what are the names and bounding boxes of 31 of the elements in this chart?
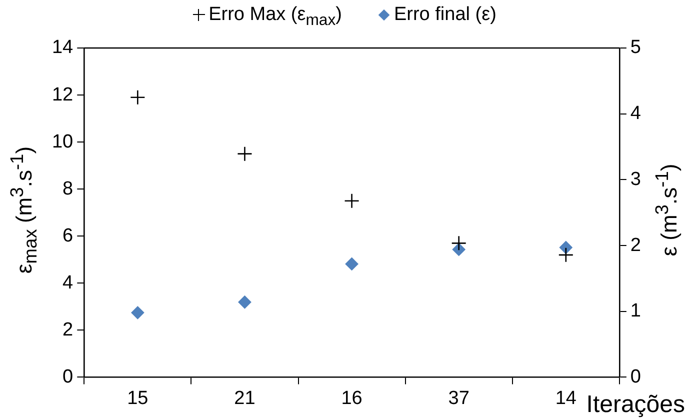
y2-tick-label: 5 <box>630 37 642 58</box>
y2-tick-label: 0 <box>630 366 642 388</box>
y-tick-label: 4 <box>62 272 74 294</box>
y-tick-label: 14 <box>52 37 74 58</box>
y2-tick-label: 2 <box>630 234 642 256</box>
point <box>131 306 144 320</box>
point <box>345 257 358 270</box>
x-tick-label: 16 <box>341 388 362 409</box>
y-tick-label: 0 <box>62 366 74 388</box>
point <box>130 90 146 106</box>
point <box>451 236 466 251</box>
point <box>344 193 360 208</box>
x-tick-label: 21 <box>234 388 256 409</box>
x-tick-label: 14 <box>555 388 577 409</box>
point <box>238 296 252 309</box>
legend-label: Erro final (ε) <box>394 4 496 25</box>
point <box>237 146 252 162</box>
y2-tick-label: 1 <box>630 300 642 322</box>
y-tick-label: 12 <box>52 84 74 106</box>
point <box>558 247 574 263</box>
y-tick-label: 2 <box>62 319 74 340</box>
legend-label: Erro Max (ε$_{max}$) <box>208 4 342 29</box>
point <box>559 240 572 254</box>
y2-tick-label: 4 <box>630 103 642 124</box>
x-tick-label: 37 <box>448 388 470 409</box>
y-tick-label: 10 <box>52 131 74 152</box>
y-tick-label: 8 <box>62 178 74 200</box>
y2-tick-label: 3 <box>630 168 642 190</box>
x-axis-title: Iterações <box>586 391 685 419</box>
x-tick-label: 15 <box>127 388 148 409</box>
y-tick-label: 6 <box>62 225 74 246</box>
